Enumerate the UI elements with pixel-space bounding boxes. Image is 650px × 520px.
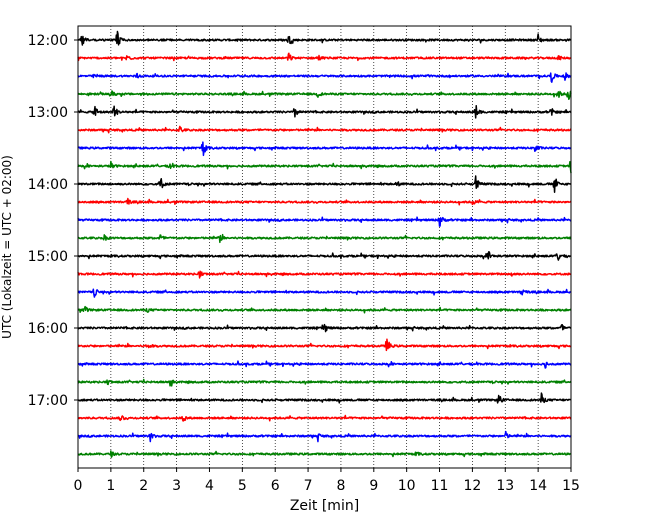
- x-tick-label: 6: [271, 478, 280, 494]
- seismogram-trace: [77, 288, 572, 298]
- x-tick-label: 11: [431, 478, 449, 494]
- seismogram-trace: [77, 175, 572, 194]
- y-axis-ticks: 12:00 13:00 14:00 15:00 16:00 17:00: [28, 33, 78, 409]
- x-tick-label: 7: [304, 478, 313, 494]
- y-tick-label: 14:00: [28, 177, 68, 193]
- seismogram-trace: [77, 251, 572, 261]
- y-axis-title: UTC (Lokalzeit = UTC + 02:00): [0, 155, 14, 339]
- x-tick-label: 13: [496, 478, 514, 494]
- x-tick-label: 3: [172, 478, 181, 494]
- seismogram-trace: [77, 52, 572, 62]
- x-tick-label: 8: [336, 478, 345, 494]
- seismogram-trace: [77, 197, 572, 206]
- x-tick-label: 4: [205, 478, 214, 494]
- seismogram-traces: [77, 30, 572, 458]
- x-tick-label: 9: [369, 478, 378, 494]
- seismogram-trace: [77, 90, 572, 101]
- x-tick-label: 10: [398, 478, 416, 494]
- x-tick-label: 0: [74, 478, 83, 494]
- x-tick-label: 14: [529, 478, 547, 494]
- x-tick-label: 1: [106, 478, 115, 494]
- seismogram-trace: [77, 305, 572, 314]
- seismogram-trace: [77, 141, 572, 157]
- seismogram-trace: [77, 125, 572, 134]
- seismogram-trace: [77, 160, 572, 174]
- seismogram-trace: [77, 30, 572, 46]
- seismogram-trace: [77, 72, 572, 83]
- y-tick-label: 16:00: [28, 321, 68, 337]
- seismogram-trace: [77, 450, 572, 458]
- x-tick-label: 5: [238, 478, 247, 494]
- seismogram-trace: [77, 338, 572, 352]
- seismogram-trace: [77, 392, 572, 404]
- seismogram-trace: [77, 378, 572, 387]
- seismogram-trace: [77, 216, 572, 227]
- seismogram-trace: [77, 360, 572, 369]
- y-tick-label: 13:00: [28, 105, 68, 121]
- y-tick-label: 17:00: [28, 393, 68, 409]
- seismogram-trace: [77, 430, 572, 443]
- seismogram-trace: [77, 323, 572, 333]
- y-tick-label: 12:00: [28, 33, 68, 49]
- x-tick-label: 15: [562, 478, 580, 494]
- plot-frame: [77, 25, 572, 469]
- seismogram-trace: [77, 105, 572, 119]
- seismogram-trace: [77, 414, 572, 422]
- y-tick-label: 15:00: [28, 249, 68, 265]
- x-axis-ticks: 0 1 2 3 4 5 6 7 8 9 10 11 12 13 14 15: [74, 468, 580, 494]
- x-axis-title: Zeit [min]: [290, 498, 359, 514]
- seismogram-trace: [77, 233, 572, 244]
- plot-area: [78, 26, 571, 468]
- x-tick-label: 2: [139, 478, 148, 494]
- x-tick-label: 12: [463, 478, 481, 494]
- seismogram-trace: [77, 270, 572, 279]
